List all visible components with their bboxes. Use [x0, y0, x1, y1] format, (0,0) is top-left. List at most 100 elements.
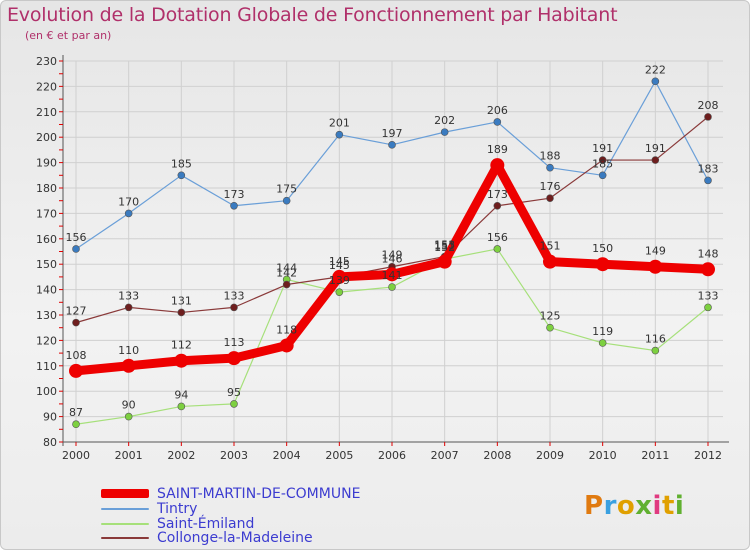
data-point — [704, 303, 712, 312]
y-tick-label: 140 — [36, 284, 57, 297]
data-point — [279, 338, 294, 353]
data-label: 188 — [540, 150, 561, 163]
legend-swatch-saint-emiland — [101, 523, 149, 525]
data-label: 146 — [382, 252, 403, 265]
x-tick-label: 2007 — [431, 449, 459, 462]
legend-swatch-saint-martin — [101, 489, 149, 498]
logo-letter: o — [616, 491, 636, 521]
data-label: 145 — [329, 255, 350, 268]
data-point — [177, 308, 186, 317]
y-tick-label: 170 — [36, 207, 57, 220]
data-point — [385, 267, 399, 282]
data-label: 112 — [171, 339, 192, 352]
data-label: 90 — [122, 399, 136, 412]
data-label: 119 — [592, 325, 613, 338]
data-point — [282, 280, 291, 289]
logo-letter: P — [584, 491, 604, 521]
legend-label-saint-emiland: Saint-Émiland — [157, 516, 255, 532]
logo-letter: r — [603, 491, 617, 521]
data-label: 173 — [224, 188, 245, 201]
data-label: 206 — [487, 104, 508, 117]
data-point — [440, 128, 449, 136]
data-label: 151 — [540, 240, 561, 253]
logo-letter: x — [635, 491, 653, 521]
data-label: 125 — [540, 310, 561, 323]
y-tick-label: 230 — [36, 55, 57, 68]
legend-label-tintry: Tintry — [157, 501, 198, 517]
y-tick-label: 150 — [36, 258, 57, 271]
data-label: 108 — [66, 349, 87, 362]
data-label: 175 — [276, 183, 297, 196]
data-label: 185 — [592, 157, 613, 170]
legend-label-saint-martin: SAINT-MARTIN-DE-COMMUNE — [157, 486, 361, 502]
data-point — [72, 245, 80, 253]
x-tick-label: 2010 — [589, 449, 617, 462]
y-tick-label: 190 — [36, 157, 57, 170]
data-label: 170 — [118, 195, 139, 208]
data-label: 185 — [171, 157, 192, 170]
data-label: 176 — [540, 180, 561, 193]
data-label: 113 — [224, 336, 245, 349]
x-tick-label: 2009 — [536, 449, 564, 462]
data-point — [124, 303, 133, 312]
data-label: 150 — [592, 242, 613, 255]
data-point — [546, 323, 554, 332]
data-point — [493, 201, 502, 210]
data-label: 131 — [171, 294, 192, 307]
data-label: 142 — [276, 267, 297, 280]
x-tick-label: 2006 — [378, 449, 406, 462]
logo-letter: i — [674, 491, 685, 521]
data-label: 95 — [227, 386, 241, 399]
data-point — [121, 358, 136, 373]
data-label: 139 — [329, 274, 350, 287]
y-tick-label: 120 — [36, 334, 57, 347]
data-label: 87 — [69, 406, 83, 419]
data-point — [651, 77, 660, 86]
data-point — [546, 194, 554, 202]
data-point — [543, 254, 557, 269]
data-label: 145 — [329, 259, 350, 272]
x-tick-label: 2012 — [694, 449, 722, 462]
x-tick-label: 2008 — [483, 449, 511, 462]
legend-swatch-collonge — [101, 537, 149, 539]
legend-label-collonge: Collonge-la-Madeleine — [157, 530, 313, 546]
data-label: 133 — [224, 289, 245, 302]
y-tick-label: 180 — [36, 182, 57, 195]
y-tick-label: 90 — [43, 411, 57, 424]
y-tick-label: 100 — [36, 385, 57, 398]
y-tick-label: 80 — [43, 436, 57, 449]
data-point — [227, 351, 241, 366]
x-tick-label: 2001 — [115, 449, 143, 462]
data-point — [598, 156, 607, 164]
logo-letter: t — [661, 491, 675, 521]
data-label: 127 — [66, 305, 87, 318]
logo-letter: i — [652, 491, 662, 521]
data-point — [230, 201, 238, 210]
data-label: 133 — [118, 289, 139, 302]
data-point — [651, 346, 660, 355]
data-point — [651, 156, 660, 164]
data-label: 191 — [645, 142, 666, 155]
data-point — [124, 209, 133, 218]
data-point — [230, 303, 238, 312]
y-tick-label: 200 — [36, 131, 57, 144]
data-point — [701, 262, 715, 277]
x-tick-label: 2002 — [167, 449, 195, 462]
data-point — [648, 259, 663, 274]
data-label: 118 — [276, 323, 297, 336]
data-label: 173 — [487, 188, 508, 201]
data-label: 94 — [174, 388, 188, 401]
data-label: 156 — [66, 231, 87, 244]
chart-title: Evolution de la Dotation Globale de Fonc… — [7, 4, 618, 26]
data-point — [230, 400, 238, 408]
data-point — [598, 339, 607, 347]
data-label: 149 — [382, 249, 403, 262]
data-point — [72, 318, 80, 327]
data-label: 197 — [382, 127, 403, 140]
data-point — [335, 288, 344, 296]
data-point — [282, 196, 291, 205]
data-label: 202 — [434, 114, 455, 127]
proxiti-logo: Proxiti — [584, 491, 684, 521]
